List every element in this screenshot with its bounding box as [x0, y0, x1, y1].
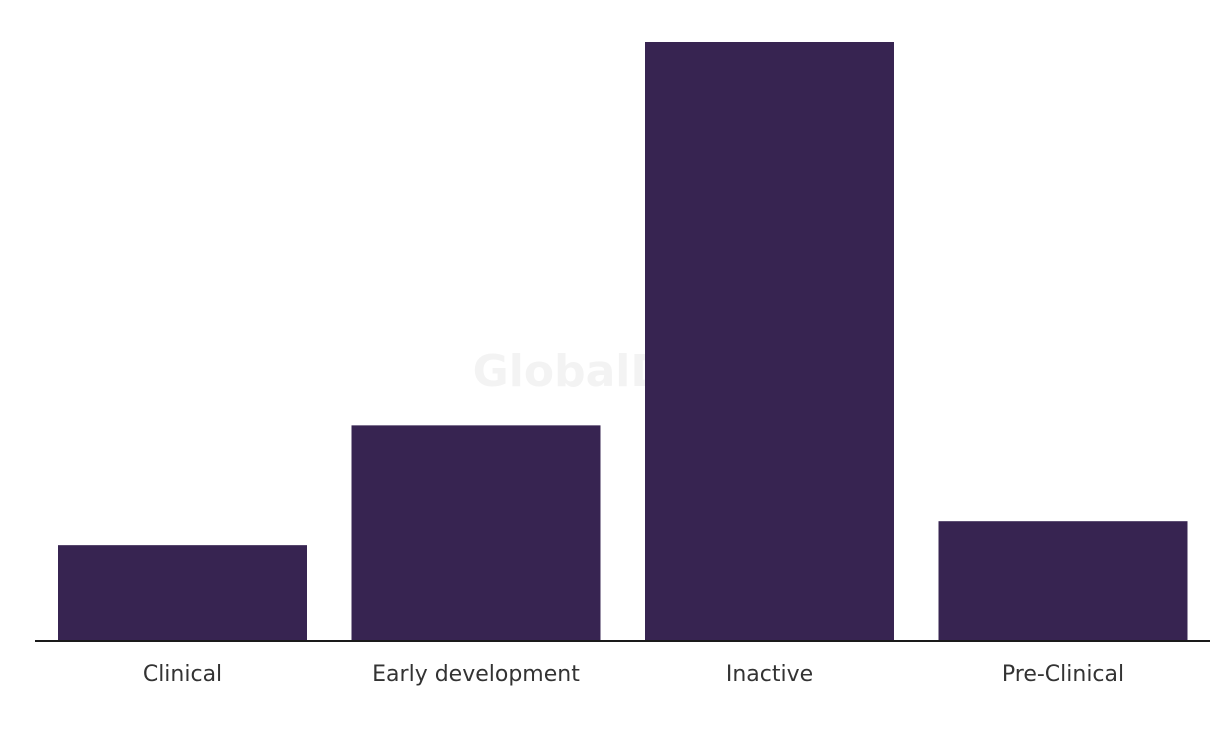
bar-pre-clinical	[938, 521, 1188, 641]
x-tick-labels: Clinical Early development Inactive Pre-Cli…	[143, 662, 1124, 687]
x-tick-label: Clinical	[143, 662, 222, 687]
x-tick-label: Inactive	[726, 662, 813, 687]
bar-inactive	[645, 42, 894, 641]
bar-clinical	[58, 545, 307, 641]
bars-group	[58, 42, 1188, 641]
x-tick-label: Early development	[372, 662, 580, 687]
x-tick-label: Pre-Clinical	[1002, 662, 1124, 687]
bar-early-development	[351, 425, 601, 641]
